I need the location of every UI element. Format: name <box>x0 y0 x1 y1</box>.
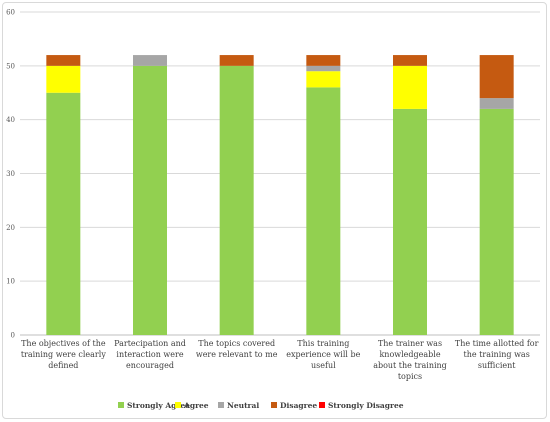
x-category-label: training were clearly <box>21 350 107 359</box>
y-tick-label: 30 <box>6 170 15 178</box>
bar-segment <box>479 98 514 109</box>
x-category-label: Partecipation and <box>114 339 186 348</box>
x-category-label: This training <box>297 339 349 348</box>
legend-swatch <box>175 402 181 408</box>
bar-segment <box>306 87 341 335</box>
y-tick-label: 40 <box>6 116 15 124</box>
bar-segment <box>306 71 341 88</box>
chart-frame <box>2 2 547 419</box>
x-category-label: the training was <box>464 350 530 359</box>
legend-label: Agree <box>183 401 209 410</box>
bar-segment <box>306 65 341 72</box>
bars <box>46 55 514 336</box>
x-category-label: were relevant to me <box>196 350 278 359</box>
legend-swatch <box>218 402 224 408</box>
legend-label: Disagree <box>280 401 317 410</box>
bar-segment <box>46 92 81 335</box>
legend-swatch <box>271 402 277 408</box>
x-category-label: knowledgeable <box>379 350 440 359</box>
x-category-label: The time allotted for <box>455 339 539 348</box>
bar-segment <box>219 65 254 335</box>
x-category-label: experience will be <box>286 350 360 359</box>
x-category-label: useful <box>311 361 336 370</box>
y-tick-label: 60 <box>6 9 15 17</box>
x-category-label: topics <box>398 372 422 381</box>
bar-segment <box>46 65 81 93</box>
bar-segment <box>393 65 427 109</box>
legend-swatch <box>118 402 124 408</box>
x-category-label: interaction were <box>116 350 183 359</box>
y-tick-label: 10 <box>6 278 15 286</box>
bar-segment <box>133 55 167 66</box>
y-tick-label: 50 <box>6 62 15 70</box>
y-axis-ticks: 0 10 20 30 40 50 60 <box>6 9 15 340</box>
bar-segment <box>393 55 427 66</box>
x-axis-labels: The objectives of the training were clear… <box>21 339 539 381</box>
x-category-label: encouraged <box>126 361 174 370</box>
x-category-label: The objectives of the <box>21 339 106 348</box>
legend-label: Strongly Agree <box>127 401 190 410</box>
x-category-label: The trainer was <box>378 339 442 348</box>
y-tick-label: 20 <box>6 224 15 232</box>
bar-segment <box>479 55 514 99</box>
bar-segment <box>133 65 167 335</box>
x-category-label: about the training <box>373 361 447 370</box>
legend-label: Neutral <box>227 401 259 410</box>
legend-swatch <box>319 402 325 408</box>
bar-segment <box>46 55 81 66</box>
gridlines <box>20 11 540 336</box>
x-category-label: The topics covered <box>198 339 275 348</box>
bar-segment <box>479 108 514 336</box>
y-tick-label: 0 <box>11 332 15 340</box>
bar-segment <box>393 108 427 336</box>
x-category-label: defined <box>48 361 78 370</box>
x-category-label: sufficient <box>478 361 516 370</box>
legend-label: Strongly Disagree <box>328 401 404 410</box>
bar-segment <box>219 55 254 66</box>
bar-segment <box>306 55 341 66</box>
